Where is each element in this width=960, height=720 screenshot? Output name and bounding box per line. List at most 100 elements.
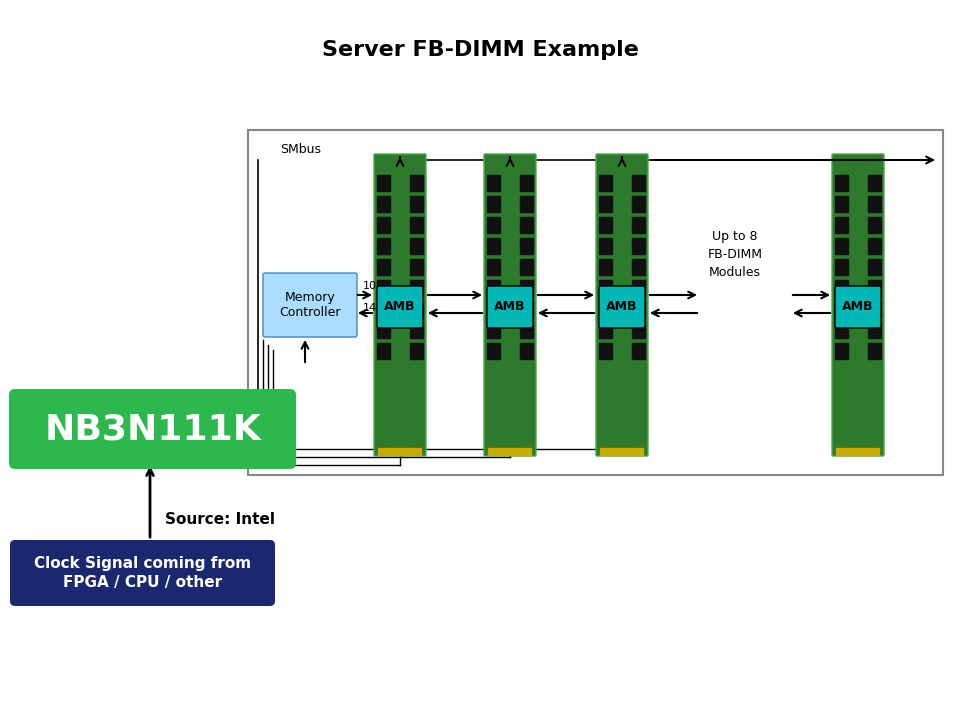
Bar (377, 343, 390, 359)
Bar (862, 448, 864, 455)
Text: 10: 10 (363, 281, 377, 291)
Bar (599, 301, 612, 317)
Bar (382, 448, 384, 455)
Text: Clock Signal coming from
FPGA / CPU / other: Clock Signal coming from FPGA / CPU / ot… (34, 556, 252, 590)
FancyBboxPatch shape (377, 286, 423, 328)
Bar (248, 130, 943, 475)
Text: AMB: AMB (494, 300, 526, 313)
Bar (632, 196, 645, 212)
Bar (630, 448, 632, 455)
Bar (600, 448, 603, 455)
Bar (835, 301, 848, 317)
Bar (843, 448, 846, 455)
Bar (847, 448, 850, 455)
Bar (599, 217, 612, 233)
Bar (608, 448, 610, 455)
Bar (835, 238, 848, 254)
Bar (410, 238, 423, 254)
Bar (389, 448, 392, 455)
Bar (520, 196, 533, 212)
FancyBboxPatch shape (599, 286, 645, 328)
Bar (377, 175, 390, 191)
Bar (525, 448, 527, 455)
Bar (622, 448, 625, 455)
Bar (487, 343, 500, 359)
Bar (618, 448, 621, 455)
Bar (868, 301, 881, 317)
Bar (410, 280, 423, 296)
Bar (492, 448, 494, 455)
FancyBboxPatch shape (263, 273, 357, 337)
Bar (868, 280, 881, 296)
Bar (873, 448, 876, 455)
Bar (626, 448, 628, 455)
Text: AMB: AMB (607, 300, 637, 313)
Bar (869, 448, 872, 455)
Bar (835, 280, 848, 296)
Bar (632, 343, 645, 359)
Bar (410, 196, 423, 212)
Text: 14: 14 (363, 303, 377, 313)
Bar (599, 280, 612, 296)
Bar (521, 448, 523, 455)
Bar (632, 175, 645, 191)
Bar (410, 175, 423, 191)
Bar (415, 448, 418, 455)
Bar (614, 448, 617, 455)
Bar (632, 280, 645, 296)
Bar (410, 217, 423, 233)
Bar (400, 448, 402, 455)
Bar (495, 448, 498, 455)
Bar (377, 301, 390, 317)
Bar (377, 322, 390, 338)
Bar (377, 238, 390, 254)
Bar (410, 259, 423, 275)
Bar (868, 343, 881, 359)
Bar (835, 217, 848, 233)
Bar (835, 196, 848, 212)
Bar (410, 322, 423, 338)
Bar (640, 448, 643, 455)
Bar (377, 259, 390, 275)
Bar (868, 322, 881, 338)
Text: Memory
Controller: Memory Controller (279, 291, 341, 319)
Bar (632, 259, 645, 275)
Bar (858, 448, 860, 455)
Bar (487, 301, 500, 317)
Bar (506, 448, 509, 455)
Bar (517, 448, 519, 455)
Bar (868, 217, 881, 233)
Bar (520, 175, 533, 191)
Bar (396, 448, 398, 455)
Bar (876, 448, 878, 455)
Bar (854, 448, 857, 455)
Bar (633, 448, 636, 455)
Bar (410, 343, 423, 359)
Text: SMbus: SMbus (280, 143, 321, 156)
Bar (488, 448, 491, 455)
Text: NB3N111K: NB3N111K (44, 412, 261, 446)
Bar (851, 448, 853, 455)
FancyBboxPatch shape (10, 540, 275, 606)
Bar (835, 322, 848, 338)
Bar (599, 259, 612, 275)
Bar (487, 238, 500, 254)
Bar (410, 301, 423, 317)
Bar (599, 175, 612, 191)
Bar (868, 196, 881, 212)
Bar (403, 448, 406, 455)
Bar (520, 280, 533, 296)
FancyBboxPatch shape (596, 154, 648, 456)
Bar (377, 280, 390, 296)
Bar (835, 175, 848, 191)
Text: Up to 8
FB-DIMM
Modules: Up to 8 FB-DIMM Modules (708, 230, 762, 279)
Bar (868, 238, 881, 254)
Bar (514, 448, 516, 455)
Bar (393, 448, 396, 455)
Bar (604, 448, 606, 455)
Text: Server FB-DIMM Example: Server FB-DIMM Example (322, 40, 638, 60)
FancyBboxPatch shape (832, 154, 884, 456)
Bar (520, 343, 533, 359)
Bar (528, 448, 531, 455)
Bar (520, 322, 533, 338)
